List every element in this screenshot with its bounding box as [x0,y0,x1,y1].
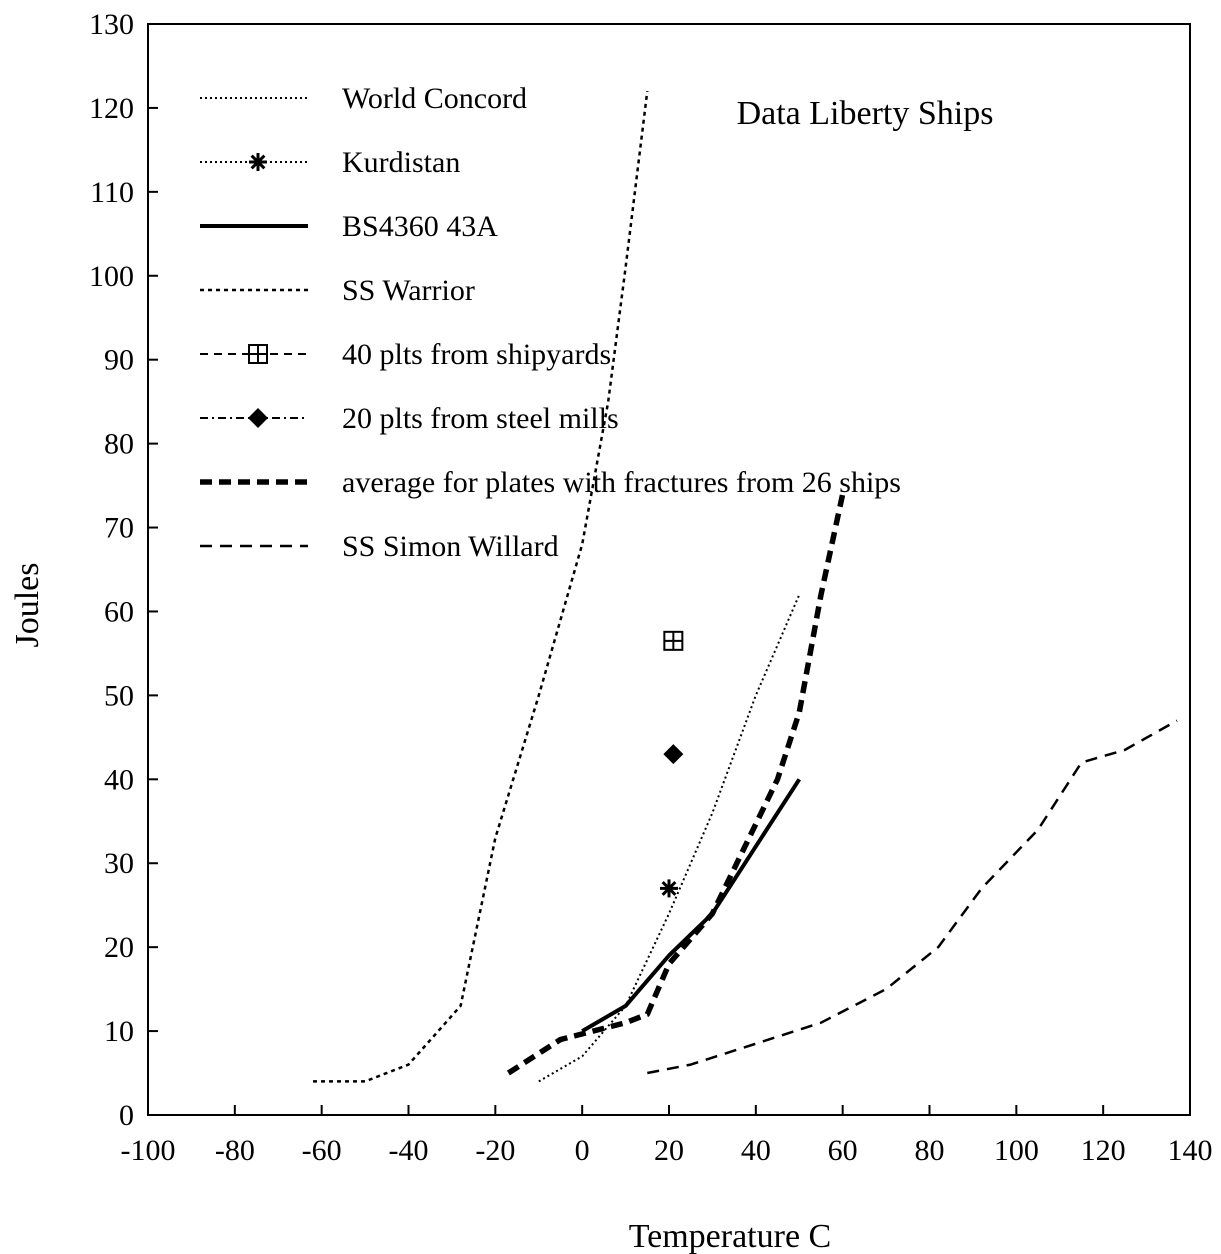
x-axis-ticks: -100 -80 -60 -40 -20 0 20 40 60 80 100 120 140 [121,1105,1213,1167]
series-20-plts-from-steel-mills [663,744,684,765]
y-tick-label: 100 [89,260,134,293]
legend-item-ss-warrior: SS Warrior [200,274,475,307]
series-line-bs4360-43a [581,778,801,1033]
legend-marker-40-plts-from-shipyards [248,344,268,364]
data-point-kurdistan [660,879,678,898]
legend: World Concord Kurdistan BS4360 43A SS Warri… [200,82,901,563]
series-ss-warrior [313,90,649,1083]
y-tick-label: 10 [104,1015,134,1048]
y-tick-label: 60 [104,595,134,628]
plot-frame [147,23,1191,1116]
x-tick-label: 20 [654,1134,684,1167]
legend-label-kurdistan: Kurdistan [342,146,460,179]
legend-label-ss-warrior: SS Warrior [342,274,475,307]
legend-marker-20-plts-from-steel-mills [248,408,268,428]
legend-label-world-concord: World Concord [342,82,527,115]
series-ss-simon-willard [647,719,1178,1075]
y-tick-label: 80 [104,428,134,461]
series-line-ss-simon-willard [647,719,1178,1075]
chart-title: Data Liberty Ships [737,95,994,132]
legend-label-40-plts-from-shipyards: 40 plts from shipyards [342,338,611,371]
x-tick-label: -40 [389,1134,429,1167]
x-tick-label: 140 [1168,1134,1213,1167]
x-tick-label: 60 [828,1134,858,1167]
legend-swatch-20-plts-from-steel-mills [200,408,308,428]
legend-item-kurdistan: Kurdistan [200,146,460,179]
x-tick-label: -60 [302,1134,342,1167]
y-tick-label: 70 [104,512,134,545]
x-tick-label: 0 [575,1134,590,1167]
legend-item-average-for-plates-with-fractures-from-26-ships: average for plates with fractures from 2… [200,466,901,499]
y-tick-label: 120 [89,92,134,125]
y-axis-ticks: 0 10 20 30 40 50 60 70 80 90 100 110 120 130 [89,8,158,1132]
y-tick-label: 20 [104,931,134,964]
legend-item-bs4360-43a: BS4360 43A [200,210,498,243]
series-world-concord [538,594,801,1083]
series-40-plts-from-shipyards [663,630,684,651]
series-bs4360-43a [581,778,801,1033]
legend-label-average-for-plates-with-fractures-from-26-ships: average for plates with fractures from 2… [342,466,901,499]
x-tick-label: 100 [994,1134,1039,1167]
y-tick-label: 50 [104,679,134,712]
legend-item-world-concord: World Concord [200,82,527,115]
x-tick-label: -20 [475,1134,515,1167]
legend-item-ss-simon-willard: SS Simon Willard [200,530,559,563]
data-point-20-plts-from-steel-mills [663,744,684,765]
legend-item-40-plts-from-shipyards: 40 plts from shipyards [200,338,611,371]
legend-label-bs4360-43a: BS4360 43A [342,210,498,243]
series-layer [313,90,1178,1083]
plot-border [147,23,1191,1116]
legend-item-20-plts-from-steel-mills: 20 plts from steel mills [200,402,619,435]
series-line-ss-warrior [313,90,649,1083]
x-tick-label: 120 [1081,1134,1126,1167]
legend-swatch-40-plts-from-shipyards [200,344,308,364]
legend-swatch-kurdistan [200,153,308,171]
x-tick-label: 40 [741,1134,771,1167]
y-tick-label: 90 [104,344,134,377]
legend-label-ss-simon-willard: SS Simon Willard [342,530,559,563]
x-tick-label: 80 [915,1134,945,1167]
y-tick-label: 30 [104,847,134,880]
series-line-world-concord [538,594,801,1083]
x-axis-label: Temperature C [629,1218,831,1254]
x-tick-label: -100 [121,1134,176,1167]
legend-marker-kurdistan [249,153,267,171]
x-tick-label: -80 [215,1134,255,1167]
y-tick-label: 0 [119,1099,134,1132]
legend-label-20-plts-from-steel-mills: 20 plts from steel mills [342,402,619,435]
series-average-for-plates-with-fractures-from-26-ships [506,493,846,1076]
series-kurdistan [660,879,678,898]
y-tick-label: 130 [89,8,134,41]
data-point-40-plts-from-shipyards [663,630,684,651]
y-axis-label: Joules [9,563,46,648]
y-tick-label: 110 [90,176,134,209]
series-line-average-for-plates-with-fractures-from-26-ships [506,493,846,1076]
y-tick-label: 40 [104,763,134,796]
